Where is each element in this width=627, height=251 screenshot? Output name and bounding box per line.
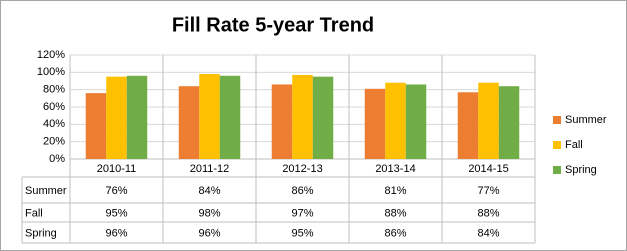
legend-swatch xyxy=(553,166,561,174)
y-tick-label: 20% xyxy=(43,136,65,148)
bar xyxy=(364,88,386,159)
table-value: 81% xyxy=(384,185,406,197)
table-value: 96% xyxy=(198,227,220,239)
table-value: 98% xyxy=(198,207,220,219)
bar xyxy=(478,82,499,159)
bar xyxy=(199,74,220,159)
table-row-label: Spring xyxy=(25,227,57,239)
x-tick-label: 2011-12 xyxy=(190,163,230,175)
bar xyxy=(405,84,427,159)
bar xyxy=(85,93,107,159)
legend-swatch xyxy=(553,116,561,124)
bar xyxy=(292,74,313,159)
y-tick-label: 40% xyxy=(43,118,65,130)
table-value: 95% xyxy=(105,207,127,219)
table-value: 88% xyxy=(477,207,499,219)
table-value: 84% xyxy=(198,185,220,197)
table-value: 88% xyxy=(384,207,406,219)
table-value: 77% xyxy=(477,185,499,197)
chart-title: Fill Rate 5-year Trend xyxy=(172,14,374,36)
bar xyxy=(271,84,293,159)
table-value: 86% xyxy=(384,227,406,239)
y-tick-label: 80% xyxy=(43,84,65,96)
table-value: 96% xyxy=(105,227,127,239)
bar xyxy=(106,76,127,159)
bar xyxy=(126,75,148,159)
bar xyxy=(219,75,241,159)
x-tick-label: 2012-13 xyxy=(282,163,322,175)
bar xyxy=(385,82,406,159)
y-tick-label: 120% xyxy=(37,49,65,61)
bar xyxy=(498,86,520,159)
bar xyxy=(457,92,479,159)
y-tick-label: 0% xyxy=(49,153,65,165)
bar xyxy=(178,86,200,159)
x-tick-label: 2014-15 xyxy=(468,163,508,175)
legend-swatch xyxy=(553,141,561,149)
table-value: 97% xyxy=(291,207,313,219)
y-tick-label: 100% xyxy=(37,66,65,78)
table-value: 86% xyxy=(291,185,313,197)
legend-label: Summer xyxy=(565,114,607,126)
table-value: 84% xyxy=(477,227,499,239)
x-tick-label: 2010-11 xyxy=(97,163,137,175)
y-tick-label: 60% xyxy=(43,101,65,113)
legend-label: Fall xyxy=(565,139,583,151)
table-value: 76% xyxy=(105,185,127,197)
bar xyxy=(312,76,334,159)
table-row-label: Summer xyxy=(25,185,67,197)
x-tick-label: 2013-14 xyxy=(375,163,415,175)
table-value: 95% xyxy=(291,227,313,239)
legend-label: Spring xyxy=(565,164,597,176)
table-row-label: Fall xyxy=(25,207,43,219)
